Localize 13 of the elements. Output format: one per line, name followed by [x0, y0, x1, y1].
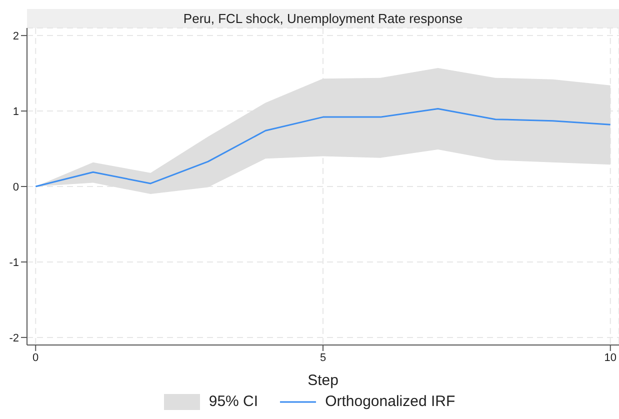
x-tick-label: 10: [604, 352, 617, 364]
y-tick-label: 1: [12, 106, 19, 118]
legend-label: Orthogonalized IRF: [325, 393, 456, 410]
x-tick-label: 5: [320, 352, 326, 364]
x-axis-title: Step: [308, 372, 338, 389]
line-series: [34, 108, 612, 188]
text: 95% CI: [208, 393, 258, 410]
y-tick-label: -1: [9, 256, 19, 269]
y-tick-label: -2: [9, 332, 19, 344]
y-tick-label: 2: [12, 30, 19, 42]
x-tick-label: 0: [32, 352, 39, 364]
chart-title: Peru, FCL shock, Unemployment Rate response: [27, 9, 619, 28]
y-tick-label: 0: [12, 181, 19, 194]
